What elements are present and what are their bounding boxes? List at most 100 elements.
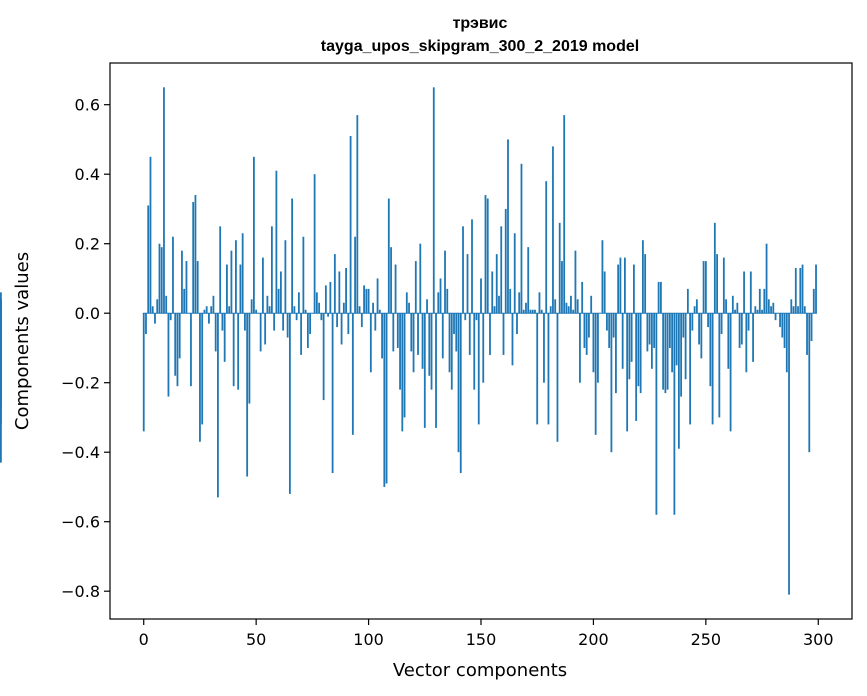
bar-86 xyxy=(336,313,338,328)
bar-14 xyxy=(174,313,177,376)
bar-6 xyxy=(156,299,159,314)
bar-152 xyxy=(484,195,487,314)
bar-49 xyxy=(253,156,255,314)
bar-91 xyxy=(347,313,350,335)
bar-225 xyxy=(648,313,651,345)
bar-185 xyxy=(558,222,561,314)
bar-163 xyxy=(509,288,512,314)
bar-159 xyxy=(500,226,503,314)
bar-216 xyxy=(628,313,631,380)
bar-148 xyxy=(475,313,478,321)
bar-42 xyxy=(237,313,240,390)
bar-168 xyxy=(520,163,523,314)
bar-15 xyxy=(176,313,179,387)
bar-146 xyxy=(471,219,473,314)
bar-121 xyxy=(414,261,417,314)
bar-108 xyxy=(385,313,388,484)
bar-230 xyxy=(659,281,662,314)
bar-209 xyxy=(612,313,615,338)
bar-37 xyxy=(226,264,228,314)
bar-241 xyxy=(684,313,687,380)
bar-47 xyxy=(248,313,251,404)
bar-206 xyxy=(606,313,608,331)
bar-81 xyxy=(324,285,327,314)
bar-231 xyxy=(662,313,665,390)
bar-145 xyxy=(468,313,471,355)
bar-107 xyxy=(383,313,386,487)
bar-67 xyxy=(293,306,296,314)
bar-151 xyxy=(482,313,485,383)
bar-239 xyxy=(680,313,683,397)
bar-89 xyxy=(342,302,345,314)
bar-103 xyxy=(374,313,377,331)
bar-64 xyxy=(286,313,289,338)
bar-87 xyxy=(338,271,341,314)
bar-250 xyxy=(704,261,707,314)
bar-70 xyxy=(300,313,303,355)
bar-52 xyxy=(259,313,262,352)
bar-232 xyxy=(664,313,667,394)
x-tick-label-50: 50 xyxy=(246,630,266,649)
bar-101 xyxy=(369,313,372,373)
bar-44 xyxy=(241,233,244,314)
bar-274 xyxy=(758,288,761,314)
bar-293 xyxy=(801,264,804,314)
bar-278 xyxy=(767,299,770,314)
bar-242 xyxy=(686,288,689,314)
bar-200 xyxy=(592,313,595,373)
bar-18 xyxy=(183,288,186,314)
bar-33 xyxy=(217,313,219,498)
bar-290 xyxy=(794,268,797,314)
bar-284 xyxy=(781,313,784,338)
bar-210 xyxy=(615,313,617,394)
bar-90 xyxy=(345,268,347,314)
bar-157 xyxy=(495,254,498,314)
bar-77 xyxy=(315,292,318,314)
bar-59 xyxy=(275,170,278,314)
bar-260 xyxy=(727,313,730,369)
bar-199 xyxy=(590,295,593,314)
bar-172 xyxy=(529,309,532,314)
bar-189 xyxy=(567,306,570,314)
bar-224 xyxy=(646,313,649,352)
bar-113 xyxy=(396,313,399,348)
bar-266 xyxy=(740,313,743,345)
chart-subtitle: tayga_upos_skipgram_300_2_2019 model xyxy=(321,38,639,55)
bar-140 xyxy=(457,313,460,453)
bar-268 xyxy=(745,313,748,373)
bar-144 xyxy=(466,254,469,314)
bar-197 xyxy=(585,313,588,355)
bar-133 xyxy=(441,313,444,359)
x-tick-label-250: 250 xyxy=(691,630,722,649)
bar-272 xyxy=(754,306,757,314)
bar-95 xyxy=(356,115,359,314)
bar-30 xyxy=(210,306,213,314)
bar-161 xyxy=(504,208,507,314)
bar-122 xyxy=(417,313,419,355)
bar-12 xyxy=(169,313,172,321)
bar-296 xyxy=(808,313,811,453)
bar-134 xyxy=(444,250,446,314)
bar-164 xyxy=(511,313,514,366)
chart-title: трэвис xyxy=(453,15,508,32)
bar-136 xyxy=(448,313,451,373)
bar-275 xyxy=(761,309,763,314)
bar-173 xyxy=(531,309,534,314)
bar-214 xyxy=(624,257,626,314)
bar-243 xyxy=(689,313,692,425)
bar-117 xyxy=(405,292,408,314)
bar-32 xyxy=(214,313,217,352)
bar-292 xyxy=(799,268,802,314)
bar-124 xyxy=(421,313,424,369)
bar-171 xyxy=(527,247,530,314)
y-tick-label-4: 0.0 xyxy=(75,304,100,323)
bar-245 xyxy=(693,306,696,314)
bar-259 xyxy=(725,299,727,314)
bar-72 xyxy=(304,309,307,314)
bar-8 xyxy=(160,247,163,314)
bar-150 xyxy=(480,278,482,314)
bar-283 xyxy=(779,313,781,328)
bar-9 xyxy=(163,87,165,314)
bar-45 xyxy=(244,313,246,331)
bar-228 xyxy=(655,313,658,515)
